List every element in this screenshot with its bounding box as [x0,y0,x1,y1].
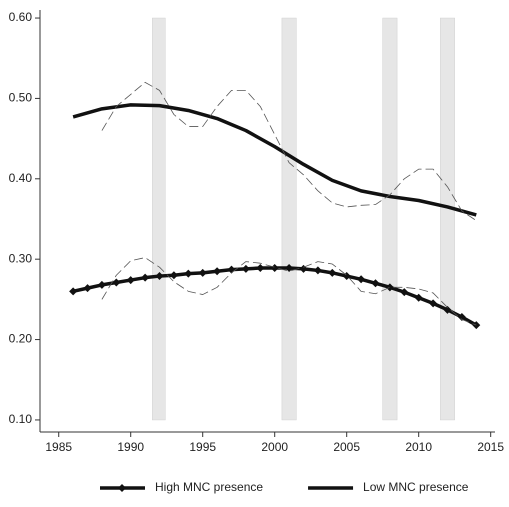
x-tick-label: 1995 [189,440,216,454]
point-marker [429,299,438,308]
legend-label: Low MNC presence [363,480,469,494]
shaded-period [440,17,455,421]
shaded-period [281,17,297,421]
point-marker [400,288,409,297]
point-marker [213,267,222,276]
point-marker [385,283,394,292]
legend-marker [118,484,126,492]
x-tick-label: 1985 [45,440,72,454]
y-tick-label: 0.30 [9,251,33,265]
point-marker [457,313,466,322]
point-marker [141,273,150,282]
y-tick-label: 0.50 [9,91,33,105]
x-tick-label: 2010 [405,440,432,454]
point-marker [443,305,452,314]
y-tick-label: 0.40 [9,171,33,185]
series-line [101,257,477,326]
y-tick-label: 0.20 [9,332,33,346]
point-marker [270,264,279,273]
point-marker [371,279,380,288]
point-marker [69,287,78,296]
point-marker [241,264,250,273]
y-tick-label: 0.10 [9,412,33,426]
point-marker [328,268,337,277]
shaded-period [152,17,166,421]
point-marker [285,264,294,273]
y-tick-label: 0.60 [9,10,33,24]
shaded-period [382,17,398,421]
x-tick-label: 2015 [477,440,504,454]
point-marker [169,271,178,280]
x-tick-label: 1990 [117,440,144,454]
series-line [72,266,478,327]
series-line [72,103,477,217]
point-marker [184,269,193,278]
point-marker [198,268,207,277]
point-marker [414,293,423,302]
point-marker [83,284,92,293]
point-marker [97,280,106,289]
legend-label: High MNC presence [155,480,263,494]
series-line [101,81,477,221]
point-marker [126,276,135,285]
point-marker [155,272,164,281]
point-marker [357,275,366,284]
point-marker [256,264,265,273]
point-marker [112,278,121,287]
point-marker [313,266,322,275]
x-tick-label: 2005 [333,440,360,454]
x-tick-label: 2000 [261,440,288,454]
